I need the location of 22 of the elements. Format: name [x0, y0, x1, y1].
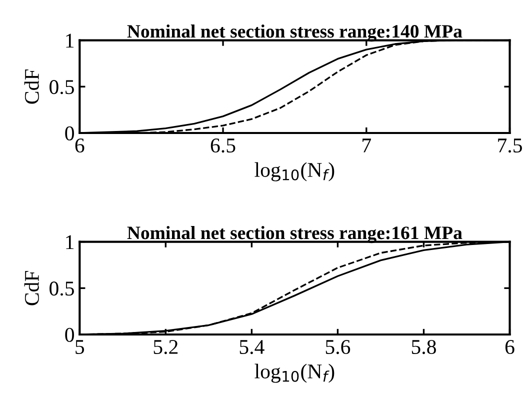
chart-title: Nominal net section stress range:161 MPa	[127, 226, 462, 244]
chart-title: Nominal net section stress range:140 MPa	[127, 24, 462, 42]
x-axis-title: log$_{10}$(N$_{f}$)	[254, 364, 334, 383]
y-axis-title: CdF	[24, 69, 39, 104]
x-tick-label: 6	[505, 340, 514, 354]
x-tick-label: 5.2	[154, 340, 178, 354]
y-tick-label: 0.5	[50, 80, 74, 94]
x-tick-label: 6.5	[210, 138, 236, 153]
y-tick-label: 0.5	[50, 282, 74, 296]
y-tick-label: 0	[65, 126, 74, 140]
x-tick-label: 5	[76, 340, 84, 354]
y-tick-label: 1	[66, 235, 74, 250]
x-tick-label: 5.6	[326, 340, 350, 354]
x-tick-label: 7	[362, 138, 371, 152]
y-tick-label: 0	[65, 328, 74, 342]
x-axis-title: log$_{10}$(N$_{f}$)	[254, 162, 334, 182]
y-tick-label: 1	[66, 34, 74, 48]
y-axis-title: CdF	[24, 270, 39, 306]
x-tick-label: 7.5	[498, 138, 522, 153]
x-tick-label: 5.4	[240, 340, 264, 354]
x-tick-label: 6	[75, 138, 84, 153]
x-tick-label: 5.8	[412, 340, 436, 354]
